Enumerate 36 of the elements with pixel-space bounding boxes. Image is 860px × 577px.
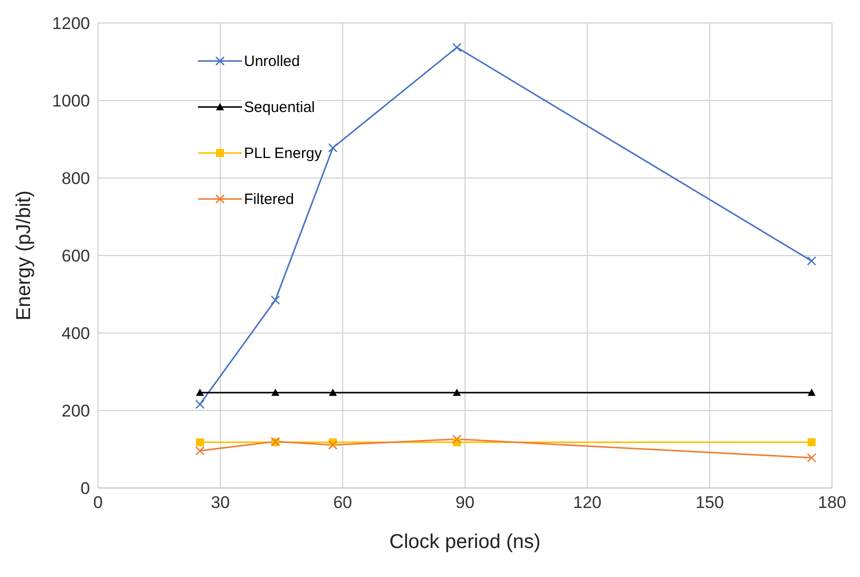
y-tick-label: 0	[80, 479, 90, 498]
point	[808, 388, 816, 396]
legend-label: Unrolled	[242, 52, 302, 70]
legend-label: Sequential	[242, 98, 317, 116]
point	[271, 388, 280, 396]
x-tick-label: 150	[695, 493, 724, 512]
point	[328, 388, 337, 396]
y-tick-label: 600	[62, 246, 90, 266]
point	[808, 438, 816, 446]
y-tick-label: 200	[62, 402, 90, 421]
x-axis-title: Clock period (ns)	[389, 531, 541, 553]
x-tick-label: 0	[93, 493, 103, 512]
legend-label: PLL Energy	[242, 144, 324, 162]
x-tick-label: 90	[456, 493, 474, 512]
point	[196, 438, 204, 446]
point	[270, 295, 280, 305]
x-tick-label: 180	[818, 493, 846, 512]
point	[196, 388, 204, 396]
y-tick-label: 800	[62, 169, 90, 188]
point	[452, 434, 462, 444]
point	[806, 256, 816, 266]
point	[195, 400, 205, 409]
point	[328, 143, 338, 152]
legend-label: Filtered	[242, 190, 296, 208]
x-tick-label: 120	[573, 493, 602, 512]
y-axis-title: Energy (pJ/bit)	[13, 190, 36, 321]
x-tick-label: 60	[333, 493, 352, 512]
x-tick-label: 30	[210, 493, 230, 512]
y-tick-label: 1200	[52, 14, 90, 34]
point	[452, 42, 462, 52]
point	[195, 446, 205, 456]
y-tick-label: 400	[62, 324, 90, 344]
point	[806, 453, 816, 462]
point	[328, 440, 338, 450]
point	[452, 388, 461, 396]
y-tick-label: 1000	[52, 92, 90, 111]
